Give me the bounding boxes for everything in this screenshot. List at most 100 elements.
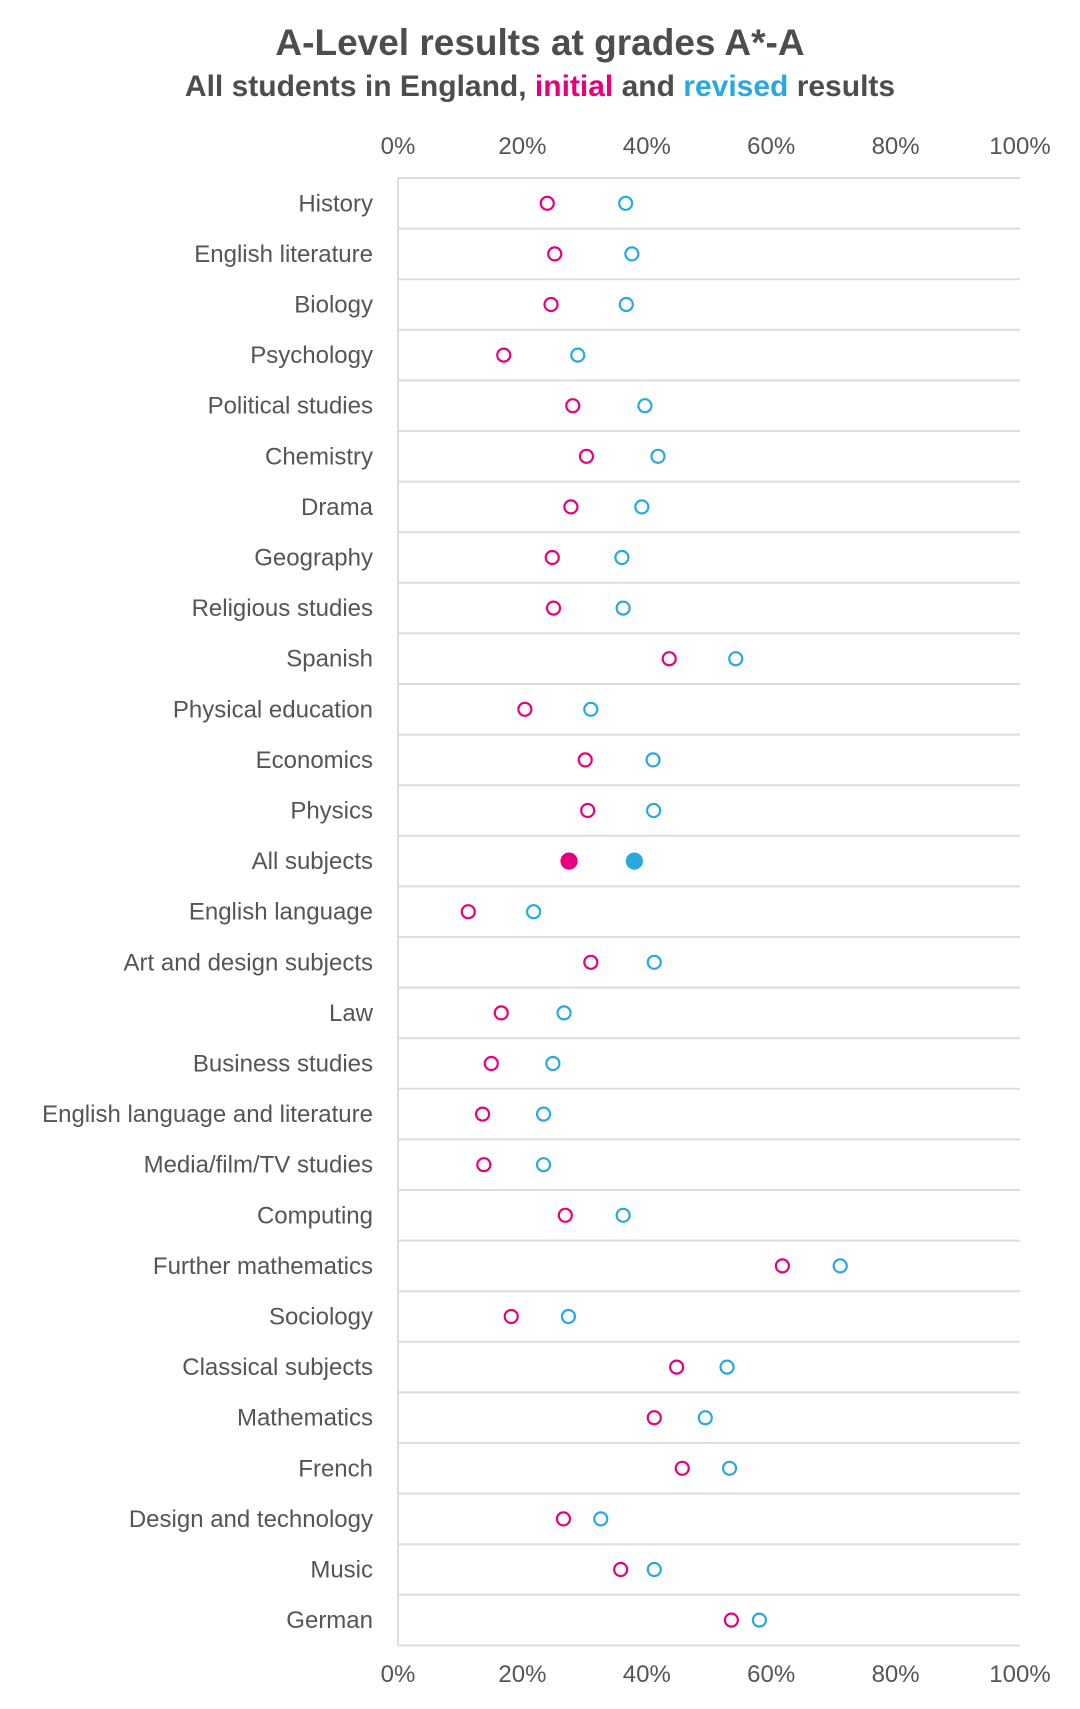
initial-point: [493, 1005, 509, 1021]
initial-point: [583, 954, 599, 970]
x-tick-label-top: 60%: [747, 133, 795, 160]
data-points: [460, 195, 848, 1628]
grid-layer: [397, 177, 1020, 1647]
category-label: Physics: [290, 798, 373, 825]
initial-point: [577, 752, 593, 768]
category-label: Physical education: [173, 696, 373, 723]
initial-point: [503, 1308, 519, 1325]
category-label: German: [286, 1607, 373, 1634]
x-tick-label-top: 80%: [872, 133, 920, 160]
revised-point: [751, 1612, 767, 1628]
x-tick-label-bottom: 100%: [989, 1661, 1050, 1688]
revised-point: [832, 1258, 848, 1274]
initial-point: [563, 499, 579, 515]
revised-point: [637, 398, 653, 414]
initial-point: [460, 904, 476, 920]
category-label: English literature: [194, 241, 373, 268]
initial-point: [545, 600, 562, 616]
initial-point: [774, 1258, 790, 1274]
initial-point: [557, 1207, 573, 1223]
x-tick-label-top: 20%: [498, 133, 546, 160]
category-label: Geography: [254, 545, 373, 572]
initial-point: [555, 1511, 572, 1527]
revised-point: [535, 1106, 552, 1122]
category-label: Design and technology: [129, 1506, 373, 1533]
revised-point: [650, 448, 666, 464]
initial-point: [723, 1612, 739, 1628]
x-tick-label-top: 100%: [989, 133, 1050, 160]
x-tick-label-top: 40%: [623, 133, 671, 160]
initial-point: [580, 802, 596, 819]
initial-point: [544, 549, 560, 566]
category-label: English language and literature: [42, 1101, 373, 1128]
revised-point: [645, 752, 661, 768]
subtitle-suffix: results: [788, 70, 896, 103]
initial-point: [578, 448, 595, 464]
initial-point: [646, 1410, 662, 1426]
revised-point: [615, 1207, 631, 1223]
category-label: Further mathematics: [153, 1253, 373, 1280]
initial-point: [661, 651, 677, 667]
revised-point: [624, 246, 640, 262]
x-tick-label-bottom: 40%: [623, 1661, 671, 1688]
revised-point: [646, 802, 662, 819]
subtitle-revised-word: revised: [683, 70, 789, 103]
revised-point: [615, 600, 631, 616]
category-label: Biology: [294, 292, 373, 319]
category-label: Psychology: [250, 342, 373, 369]
revised-point: [625, 852, 643, 870]
subtitle-middle: and: [613, 70, 684, 103]
category-label: Music: [310, 1557, 373, 1584]
revised-point: [535, 1157, 552, 1173]
revised-point: [728, 651, 744, 667]
revised-point: [618, 296, 634, 313]
revised-point: [570, 347, 586, 363]
revised-point: [646, 954, 662, 970]
category-label: Economics: [256, 747, 373, 774]
category-label: Media/film/TV studies: [144, 1152, 373, 1179]
revised-point: [593, 1511, 609, 1527]
category-label: Law: [329, 1000, 374, 1027]
initial-point: [517, 701, 533, 717]
category-label: Mathematics: [237, 1405, 373, 1432]
initial-point: [496, 347, 512, 363]
chart-title: A-Level results at grades A*-A: [275, 22, 805, 63]
initial-point: [547, 246, 563, 262]
category-label: Art and design subjects: [124, 949, 373, 976]
x-tick-label-top: 0%: [381, 133, 416, 160]
subtitle-initial-word: initial: [534, 70, 614, 103]
revised-point: [719, 1359, 735, 1375]
initial-point: [674, 1460, 690, 1476]
x-tick-label-bottom: 80%: [872, 1661, 920, 1688]
initial-point: [565, 398, 581, 414]
category-label: Computing: [257, 1202, 373, 1229]
subtitle-prefix: All students in England,: [184, 70, 535, 103]
revised-point: [646, 1561, 662, 1578]
category-label: Religious studies: [192, 595, 373, 622]
category-label: French: [298, 1455, 373, 1482]
initial-point: [474, 1106, 491, 1122]
category-label: Drama: [301, 494, 374, 521]
initial-point: [613, 1561, 629, 1578]
x-tick-label-bottom: 60%: [747, 1661, 795, 1688]
revised-point: [556, 1005, 572, 1021]
initial-point: [483, 1055, 499, 1072]
revised-point: [721, 1460, 738, 1476]
revised-point: [618, 195, 634, 211]
category-label: All subjects: [252, 848, 373, 875]
x-tick-label-bottom: 0%: [381, 1661, 416, 1688]
initial-point: [669, 1359, 685, 1375]
category-label: Business studies: [193, 1051, 373, 1078]
revised-point: [525, 904, 542, 920]
x-tick-label-bottom: 20%: [498, 1661, 546, 1688]
revised-point: [634, 499, 650, 515]
initial-point: [560, 852, 578, 870]
category-label: Chemistry: [265, 443, 373, 470]
category-labels: History English literature Biology Psycholo…: [42, 190, 374, 1634]
revised-point: [545, 1055, 561, 1072]
category-label: Classical subjects: [182, 1354, 373, 1381]
initial-point: [476, 1157, 492, 1173]
bottom-x-axis: 0% 20% 40% 60% 80% 100%: [381, 1661, 1051, 1688]
revised-point: [583, 701, 599, 717]
